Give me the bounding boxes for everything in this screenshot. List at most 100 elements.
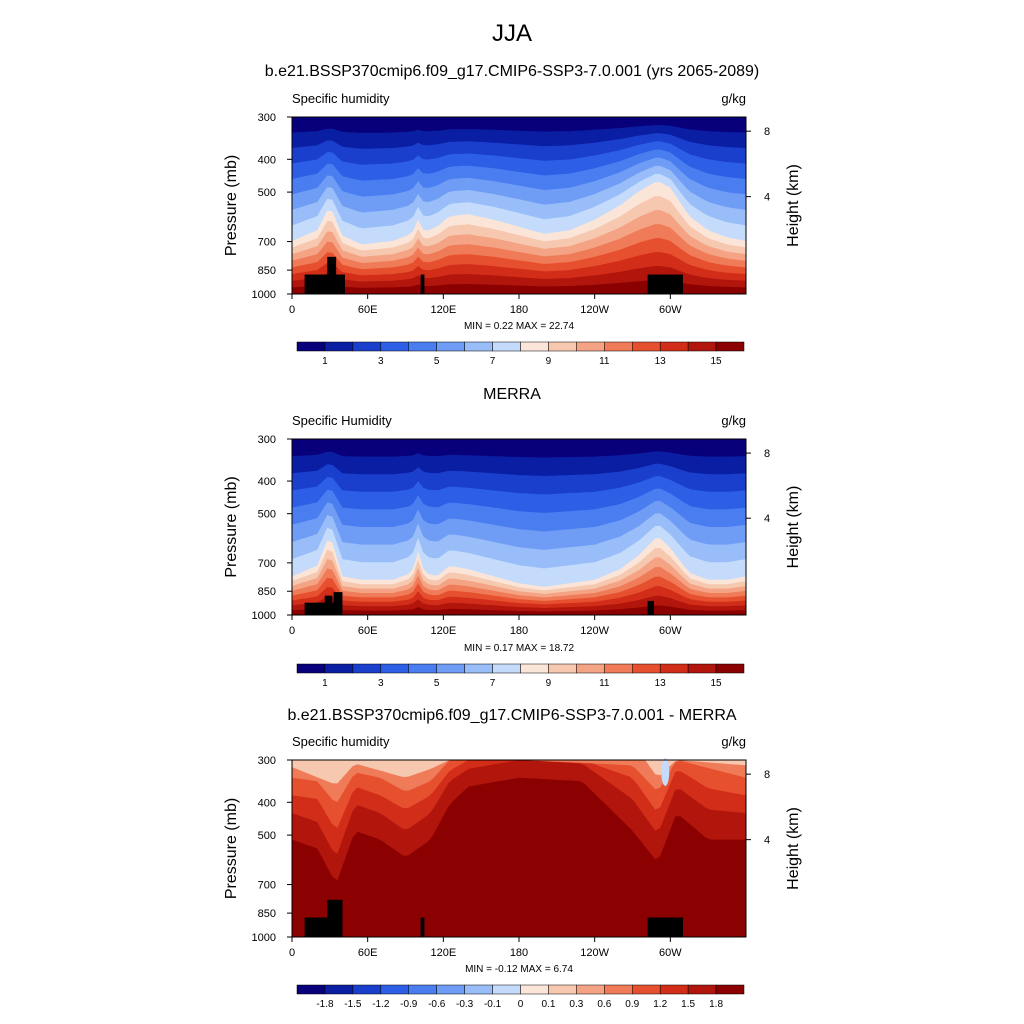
- panel-3-colorbar-label: 1.8: [709, 999, 723, 1010]
- panel-2-colorbar-box: [548, 663, 577, 674]
- panel-3-variable-label: Specific humidity: [292, 734, 390, 749]
- panel-3-colorbar-box: [715, 984, 745, 995]
- panel-3-colorbar-box: [632, 984, 661, 995]
- panel-1-colorbar-box: [352, 341, 382, 352]
- panel-2-colorbar-box: [380, 663, 409, 674]
- panel-1-colorbar-box: [492, 341, 521, 352]
- panel-1-ylabel: Pressure (mb): [223, 155, 240, 256]
- panel-1-colorbar-label: 1: [322, 356, 328, 367]
- panel-3-colorbar-box: [576, 984, 605, 995]
- panel-1-topography-3: [647, 274, 683, 294]
- panel-2-colorbar-box: [352, 663, 382, 674]
- panel-2-colorbar-box: [296, 663, 326, 674]
- panel-1-contour-field: [292, 117, 746, 294]
- panel-2-colorbar-label: 7: [490, 678, 496, 689]
- panel-2-axes: 300 400 500 700 850 1000 8 4 0 60E 120E 180 120W 60W P…: [223, 434, 802, 689]
- panel-2-ylabel: Pressure (mb): [223, 476, 240, 577]
- panel-3-colorbar-box: [408, 984, 437, 995]
- panel-3-colorbar-label: -0.6: [428, 999, 446, 1010]
- panel-1-colorbar-label: 3: [378, 356, 384, 367]
- panel-2-xtick-label: 120W: [580, 625, 609, 637]
- panel-2-ytick-label: 300: [258, 434, 276, 446]
- panel-1-variable-label: Specific humidity: [292, 91, 390, 106]
- panel-2-y2tick-label: 4: [764, 513, 770, 525]
- panel-3-colorbar-box: [659, 984, 689, 995]
- panel-1-xtick-label: 60E: [358, 304, 378, 316]
- panel-1-ytick-label: 300: [258, 112, 276, 124]
- panel-3-topography-2: [420, 917, 425, 937]
- panel-3-colorbar-label: -1.2: [372, 999, 390, 1010]
- panel-1-colorbar-label: 9: [546, 356, 552, 367]
- panel-3-colorbar-box: [548, 984, 577, 995]
- panel-2-ytick-label: 500: [258, 509, 276, 521]
- panel-3-colorbar-box: [464, 984, 493, 995]
- panel-2-title: MERRA: [483, 386, 541, 403]
- panel-3-colorbar-label: 1.5: [681, 999, 695, 1010]
- panel-3-ytick-label: 400: [258, 797, 276, 809]
- panel-2-topography-3: [647, 600, 654, 615]
- panel-3-axes: 300 400 500 700 850 1000 8 4 0 60E 120E 180 120W 60W P…: [223, 755, 802, 1010]
- panel-1-colorbar-box: [380, 341, 409, 352]
- panel-3-colorbar-box: [604, 984, 633, 995]
- panel-1-topography-2: [420, 274, 425, 294]
- panel-1-units-label: g/kg: [721, 91, 746, 106]
- panel-2-colorbar-box: [520, 663, 549, 674]
- panel-1-ytick-label: 700: [258, 237, 276, 249]
- panel-1-title: b.e21.BSSP370cmip6.f09_g17.CMIP6-SSP3-7.…: [264, 63, 760, 80]
- panel-1-xtick-label: 120E: [430, 304, 456, 316]
- panel-2-band-0: [292, 439, 746, 458]
- panel-3-colorbar-label: 0.1: [541, 999, 555, 1010]
- panel-2-colorbar-label: 5: [434, 678, 440, 689]
- panel-1-topography-1: [327, 256, 337, 294]
- panel-2-colorbar-box: [464, 663, 493, 674]
- panel-1-xtick-label: 120W: [580, 304, 609, 316]
- panel-2-colorbar-box: [632, 663, 661, 674]
- panel-2-contour-field: [292, 439, 746, 615]
- panel-2-ytick-label: 700: [258, 558, 276, 570]
- panel-1-y2tick-label: 4: [764, 192, 770, 204]
- panel-1-xtick-label: 0: [289, 304, 295, 316]
- panel-1-colorbar-box: [436, 341, 465, 352]
- panel-3-colorbar-label: 1.2: [653, 999, 667, 1010]
- panel-1-colorbar-box: [632, 341, 661, 352]
- panel-1-xtick-label: 60W: [659, 304, 682, 316]
- panel-3-colorbar-label: 0.3: [569, 999, 583, 1010]
- panel-2-colorbar-label: 1: [322, 678, 328, 689]
- panel-3-xtick-label: 60W: [659, 947, 682, 959]
- panel-3-colorbar-box: [352, 984, 382, 995]
- panel-1-colorbar: 1 3 5 7 9 11 13 15: [296, 341, 745, 367]
- panel-2-variable-label: Specific Humidity: [292, 413, 392, 428]
- panel-1-band-0: [292, 117, 746, 133]
- panel-1-colorbar-box: [520, 341, 549, 352]
- panel-1-xtick-label: 180: [510, 304, 528, 316]
- panel-3-colorbar-box: [520, 984, 549, 995]
- panel-2-colorbar-box: [604, 663, 633, 674]
- panel-3-ytick-label: 700: [258, 880, 276, 892]
- panel-3-topography-1: [327, 899, 343, 937]
- panel-3-colorbar-box: [380, 984, 409, 995]
- panel-3-colorbar-label: -0.1: [484, 999, 502, 1010]
- panel-3-xtick-label: 120W: [580, 947, 609, 959]
- panel-3-colorbar-box: [324, 984, 354, 995]
- panel-2-xtick-label: 60E: [358, 625, 378, 637]
- panel-2-colorbar-box: [715, 663, 745, 674]
- panel-1-colorbar-label: 15: [711, 356, 723, 367]
- panel-3-xtick-label: 0: [289, 947, 295, 959]
- panel-3-colorbar: -1.8 -1.5 -1.2 -0.9 -0.6 -0.3 -0.1 0 0.1 0.3 0.6 0.…: [296, 984, 745, 1010]
- panel-2-xtick-label: 180: [510, 625, 528, 637]
- panel-3-title: b.e21.BSSP370cmip6.f09_g17.CMIP6-SSP3-7.…: [287, 707, 737, 724]
- panel-3-units-label: g/kg: [721, 734, 746, 749]
- panel-3-colorbar-label: 0.6: [597, 999, 611, 1010]
- panel-3-contour-field: [292, 758, 746, 937]
- panel-3-y2tick-label: 8: [764, 769, 770, 781]
- panel-2-xtick-label: 0: [289, 625, 295, 637]
- panel-2-y2label: Height (km): [785, 486, 802, 569]
- panel-3-colorbar-label: -1.8: [316, 999, 334, 1010]
- panel-2-colorbar-label: 3: [378, 678, 384, 689]
- panel-3-colorbar-label: -0.9: [400, 999, 418, 1010]
- panel-3-colorbar-label: 0.9: [625, 999, 639, 1010]
- panel-1-colorbar-box: [659, 341, 689, 352]
- panel-1-min-max: MIN = 0.22 MAX = 22.74: [463, 321, 575, 332]
- panel-2-xtick-label: 120E: [430, 625, 456, 637]
- panel-1-colorbar-box: [324, 341, 354, 352]
